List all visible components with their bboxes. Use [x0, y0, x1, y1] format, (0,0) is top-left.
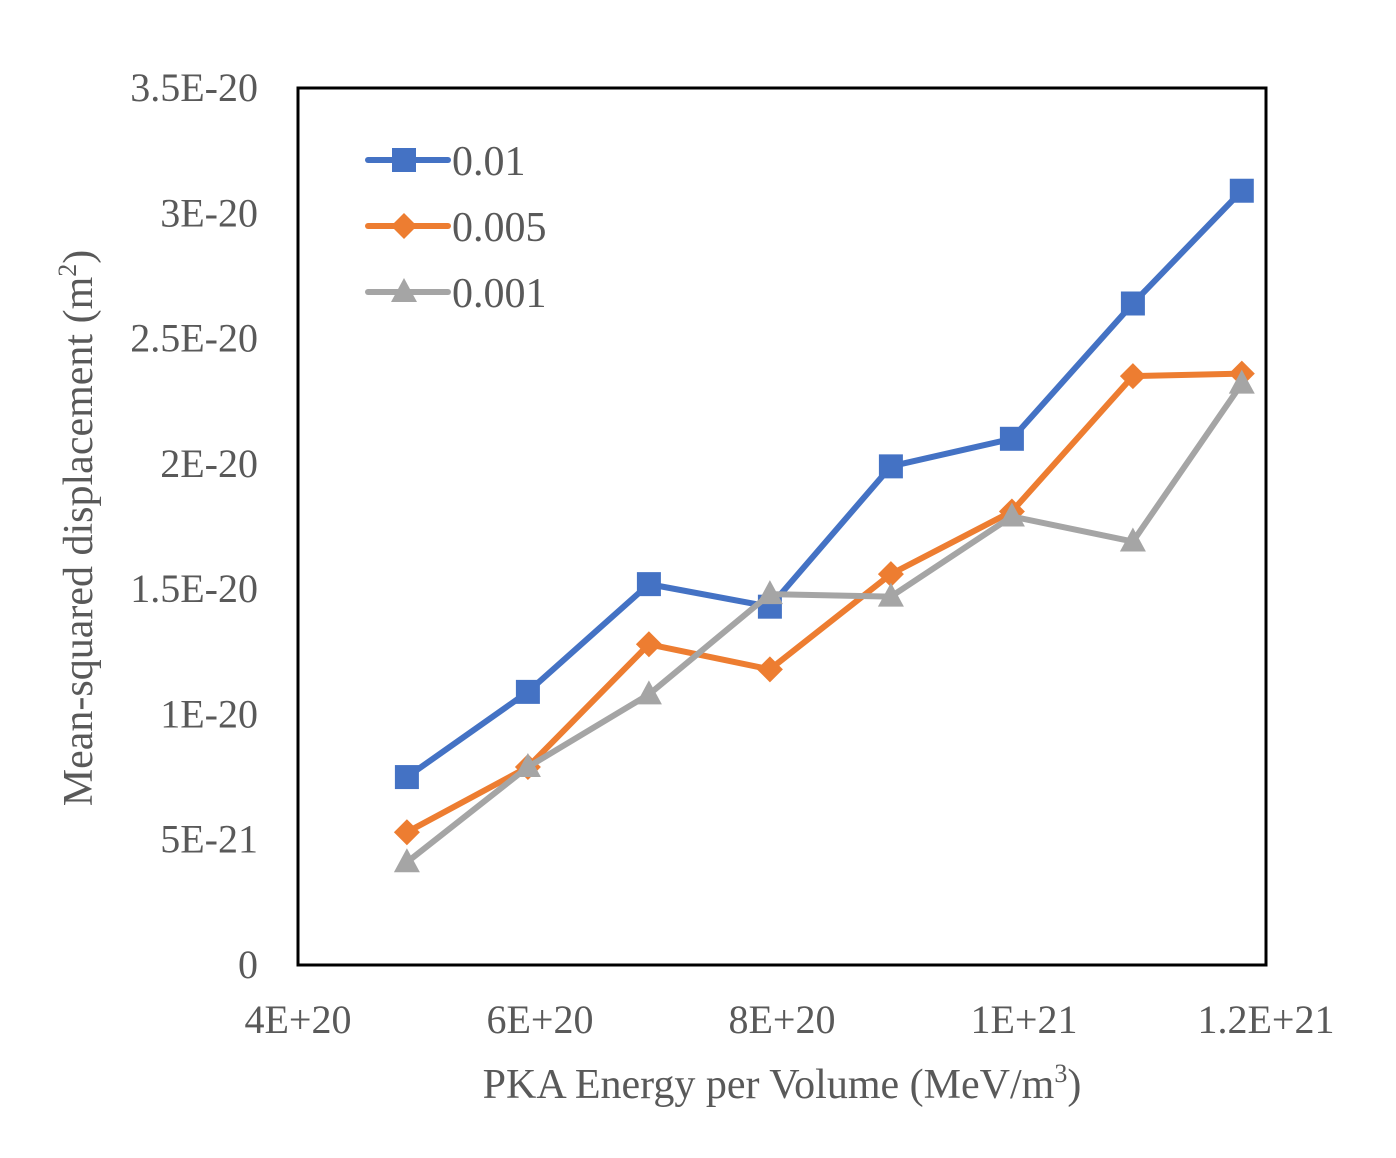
- legend-item: 0.005: [365, 205, 547, 251]
- x-tick-label: 6E+20: [487, 997, 594, 1042]
- data-point: [393, 819, 420, 846]
- legend: 0.01 0.005 0.001: [365, 139, 547, 317]
- y-tick-label: 2.5E-20: [130, 316, 258, 361]
- data-point: [514, 753, 541, 778]
- y-axis-title-suffix: ): [56, 250, 102, 264]
- y-tick-label: 1E-20: [160, 691, 258, 736]
- data-point: [1228, 369, 1255, 394]
- legend-label: 0.001: [452, 271, 547, 317]
- legend-marker: [391, 278, 417, 302]
- data-point: [394, 765, 419, 790]
- legend-label: 0.005: [452, 205, 547, 251]
- data-point: [1119, 363, 1146, 390]
- data-point: [1120, 291, 1145, 316]
- y-axis-ticks: 0 5E-21 1E-20 1.5E-20 2E-20 2.5E-20 3E-20 3.5E-…: [130, 65, 258, 987]
- data-point: [393, 848, 420, 873]
- x-axis-title-text: PKA Energy per Volume (MeV/m: [483, 1062, 1055, 1108]
- x-tick-label: 4E+20: [245, 997, 352, 1042]
- series-line: [403, 187, 1245, 781]
- data-point: [756, 580, 783, 605]
- y-tick-label: 2E-20: [160, 441, 258, 486]
- y-tick-label: 0: [238, 942, 258, 987]
- y-tick-label: 5E-21: [160, 817, 258, 862]
- data-point: [999, 426, 1024, 451]
- legend-label: 0.01: [452, 139, 526, 185]
- series-0.001: [393, 369, 1255, 873]
- y-axis-title-superscript: 2: [53, 264, 82, 277]
- series-layer: [393, 178, 1255, 873]
- y-tick-label: 3E-20: [160, 190, 258, 235]
- series-line: [403, 370, 1245, 836]
- x-axis-ticks: 4E+20 6E+20 8E+20 1E+21 1.2E+21: [245, 997, 1335, 1042]
- data-point: [636, 572, 661, 597]
- y-tick-label: 3.5E-20: [130, 65, 258, 110]
- plot-area-frame: [296, 86, 1268, 967]
- data-point: [635, 680, 662, 705]
- x-tick-label: 1.2E+21: [1198, 997, 1335, 1042]
- series-line: [403, 380, 1245, 866]
- data-point: [635, 631, 662, 658]
- data-point: [1229, 178, 1254, 203]
- x-axis-title: PKA Energy per Volume (MeV/m3): [483, 1059, 1082, 1108]
- x-axis-title-superscript: 3: [1054, 1059, 1067, 1088]
- y-tick-label: 1.5E-20: [130, 566, 258, 611]
- data-point: [1119, 527, 1146, 552]
- data-point: [515, 679, 540, 704]
- x-axis-title-suffix: ): [1067, 1062, 1081, 1108]
- x-tick-label: 8E+20: [729, 997, 836, 1042]
- legend-item: 0.001: [365, 271, 547, 317]
- data-point: [877, 582, 904, 607]
- data-point: [756, 656, 783, 683]
- data-point: [998, 502, 1025, 527]
- legend-marker: [391, 213, 417, 239]
- y-axis-title: Mean-squared displacement (m2): [53, 250, 102, 806]
- y-axis-title-text: Mean-squared displacement (m: [56, 276, 102, 806]
- x-tick-label: 1E+21: [971, 997, 1078, 1042]
- legend-item: 0.01: [365, 139, 526, 185]
- legend-marker: [392, 148, 416, 172]
- plot-frame-layer: [296, 86, 1268, 967]
- data-point: [877, 561, 904, 588]
- data-point: [878, 454, 903, 479]
